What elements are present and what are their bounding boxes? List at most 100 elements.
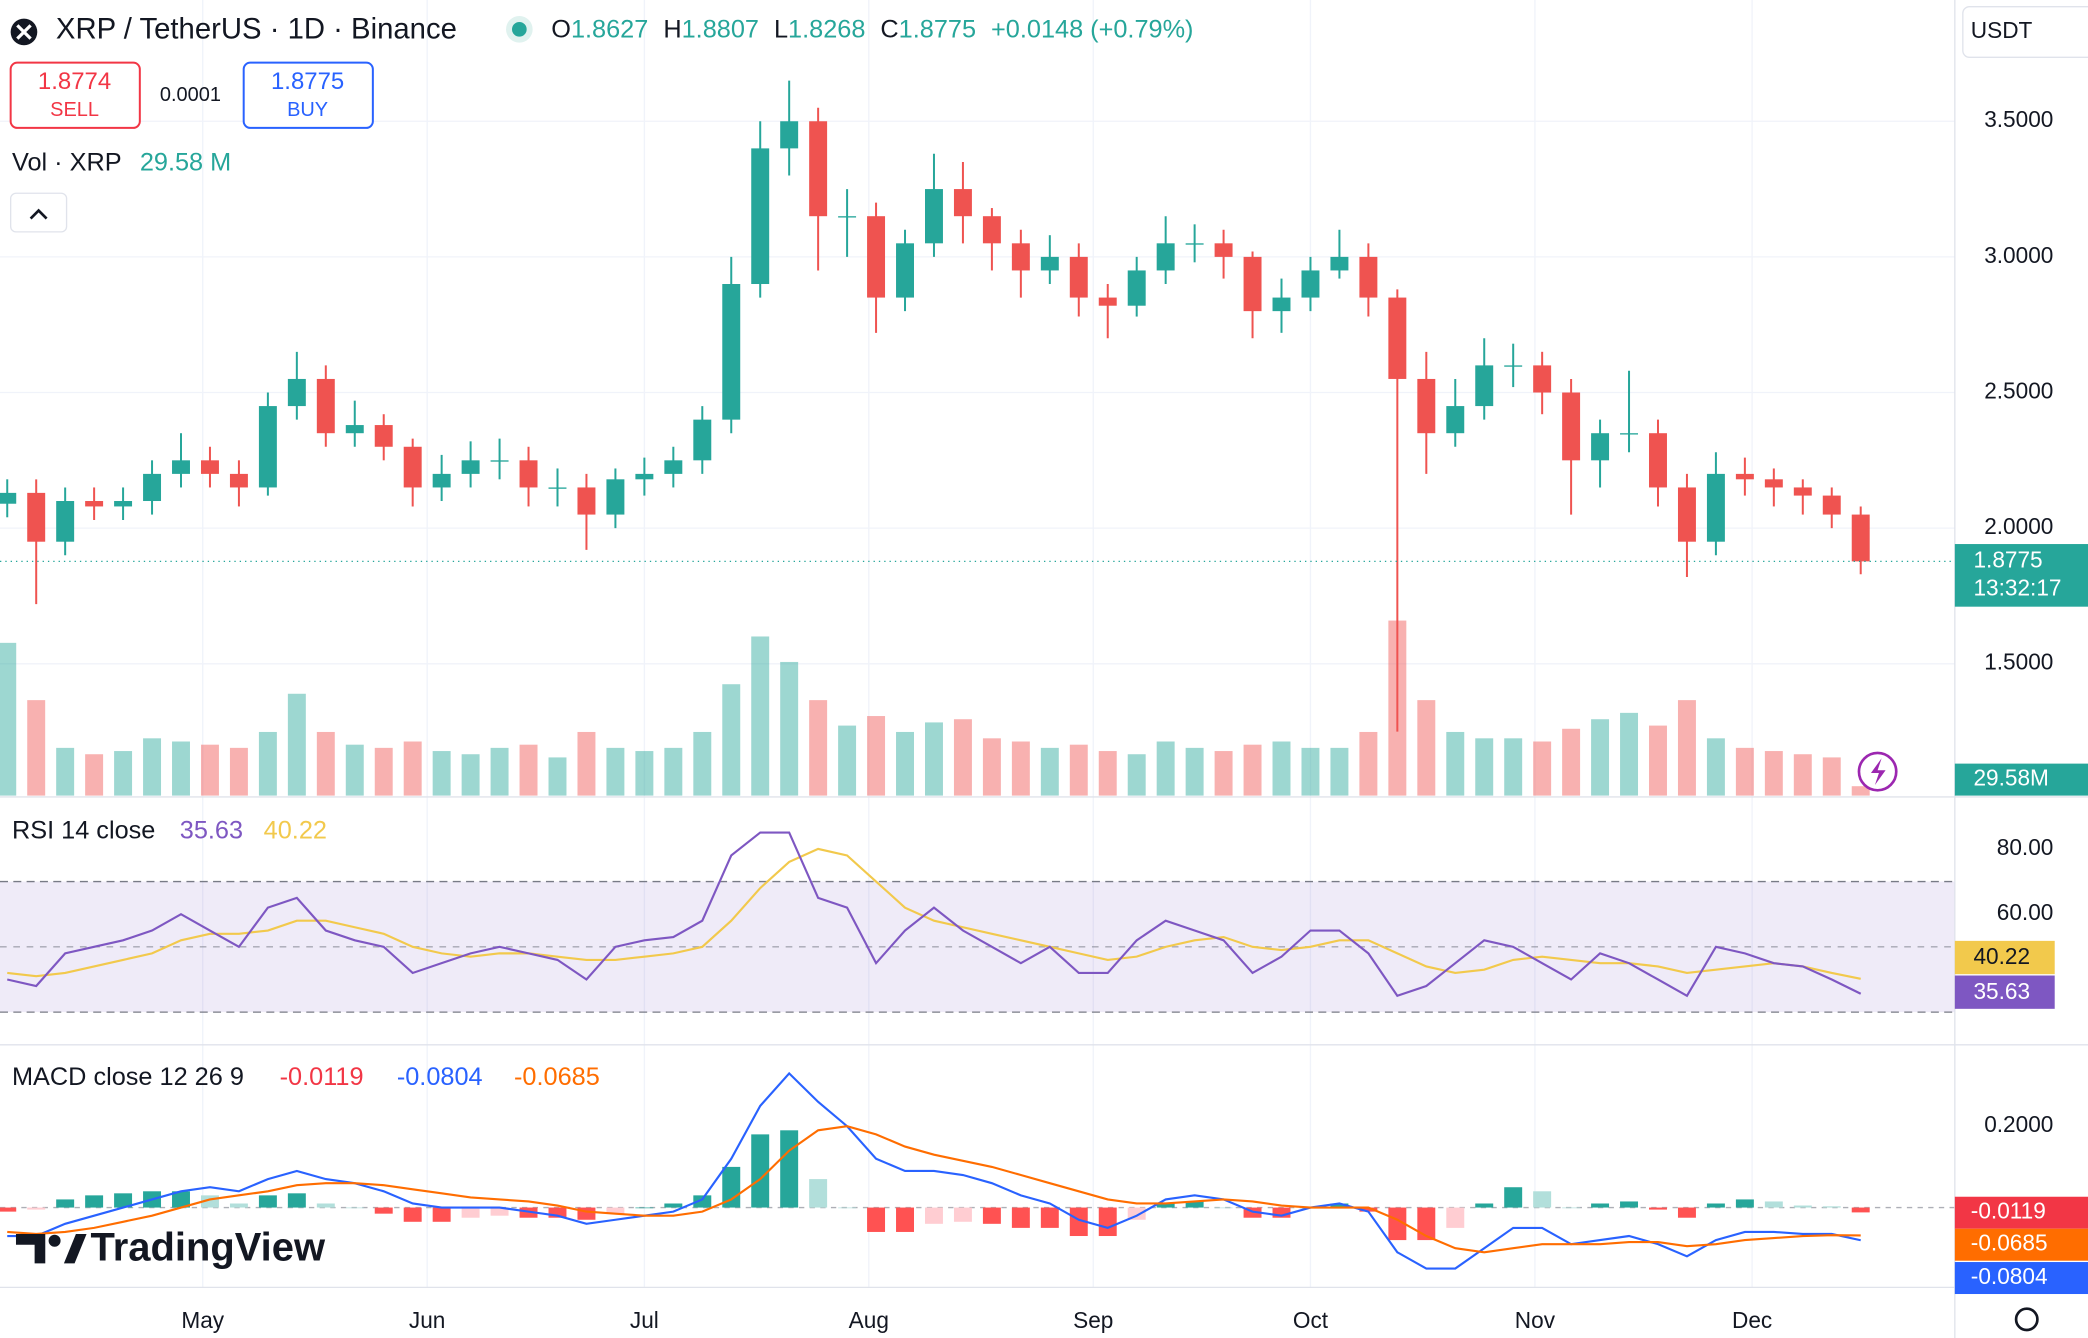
- volume-bar: [982, 738, 1001, 796]
- candle-body: [258, 406, 277, 488]
- volume-bar: [172, 741, 190, 796]
- x-tick-label: May: [181, 1308, 224, 1333]
- macd-histogram-bar: [85, 1195, 104, 1208]
- candle-body: [461, 460, 480, 474]
- indicator-line: [7, 1125, 1861, 1254]
- ohlc-value: 1.8775: [899, 15, 976, 43]
- candle-body: [1359, 256, 1378, 298]
- volume-bar: [1156, 741, 1175, 796]
- currency-button[interactable]: [1962, 5, 2088, 58]
- candle-body: [432, 473, 451, 488]
- sell-button[interactable]: [9, 61, 141, 129]
- volume-bar: [1851, 786, 1870, 796]
- indicator-line: [7, 831, 1862, 998]
- volume-bar: [953, 719, 972, 796]
- volume-bar: [143, 738, 162, 796]
- volume-bar: [432, 751, 451, 796]
- status-dot: [512, 21, 527, 37]
- volume-bar: [114, 751, 133, 796]
- volume-bar: [1562, 728, 1581, 796]
- candle-body: [1214, 243, 1233, 257]
- candle-body: [172, 460, 190, 474]
- volume-bar: [867, 716, 886, 796]
- volume-bar: [751, 636, 770, 796]
- candle-body: [1388, 297, 1407, 379]
- x-tick-label: Aug: [849, 1308, 889, 1333]
- candle-body: [606, 479, 625, 515]
- macd-tag-value: -0.0804: [1971, 1264, 2048, 1289]
- candle-body: [519, 460, 538, 488]
- macd-value: -0.0804: [397, 1063, 483, 1091]
- volume-bar: [1649, 725, 1667, 796]
- volume-bar: [1591, 719, 1610, 796]
- ohlc: O1.8627 H1.8807 L1.8268 C1.8775 +0.0148 …: [551, 15, 1193, 43]
- volume-tag-value: 29.58M: [1973, 766, 2048, 791]
- x-tick-label: Jul: [630, 1308, 659, 1333]
- volume-bar: [1706, 738, 1725, 796]
- candle-body: [1764, 479, 1783, 488]
- y-tick-label: 80.00: [1997, 835, 2054, 860]
- x-tick-label: Sep: [1073, 1308, 1113, 1333]
- macd-histogram-bar: [316, 1203, 335, 1208]
- candle-body: [1677, 487, 1696, 542]
- volume-tag: [1954, 763, 2088, 796]
- candle-body: [1127, 270, 1146, 306]
- macd-histogram-bar: [1011, 1207, 1030, 1228]
- volume-bar: [1446, 731, 1465, 796]
- x-tick-label: Nov: [1515, 1308, 1556, 1333]
- ohlc-label: C: [880, 15, 898, 43]
- macd-histogram-bar: [229, 1203, 248, 1208]
- y-tick-label: 1.5000: [1984, 650, 2053, 675]
- candle-body: [345, 425, 364, 434]
- candle-body: [1011, 243, 1030, 271]
- ohlc-label: O: [551, 15, 571, 43]
- volume-bar: [1677, 700, 1696, 796]
- ohlc-label: H: [663, 15, 681, 43]
- volume-bar: [635, 751, 654, 796]
- sell-label: SELL: [50, 99, 99, 121]
- macd-tag-value: -0.0685: [1971, 1231, 2048, 1256]
- macd-histogram-bar: [548, 1207, 567, 1218]
- candle-body: [1069, 256, 1088, 298]
- rsi-title: RSI 14 close: [12, 816, 155, 844]
- collapse-button[interactable]: [9, 192, 68, 233]
- macd-histogram-bar: [1822, 1206, 1841, 1208]
- macd-hist-value: -0.0119: [280, 1063, 364, 1091]
- macd-histogram-bar: [1214, 1207, 1233, 1209]
- volume-bar: [374, 747, 393, 796]
- volume-bar: [345, 744, 364, 796]
- candle-body: [1040, 256, 1059, 271]
- macd-histogram-bar: [0, 1207, 17, 1212]
- volume-bar: [896, 731, 914, 796]
- candle-body: [1533, 365, 1552, 393]
- candle-body: [0, 492, 17, 504]
- candle-body: [809, 121, 828, 217]
- volume-bar: [1330, 747, 1349, 796]
- settings-button[interactable]: [2014, 1307, 2039, 1332]
- candle-body: [1417, 378, 1436, 434]
- volume-bar: [1504, 738, 1523, 796]
- candle-body: [1591, 433, 1610, 461]
- volume-bar: [1272, 741, 1291, 796]
- volume-bar: [1301, 747, 1320, 796]
- macd-histogram-bar: [1098, 1207, 1117, 1237]
- candle-body: [200, 460, 219, 474]
- symbol-icon-glyph: [16, 24, 32, 40]
- buy-button[interactable]: [242, 61, 374, 129]
- candle-body: [838, 216, 857, 218]
- symbol-title[interactable]: XRP / TetherUS · 1D · Binance: [56, 12, 457, 45]
- macd-histogram-bar: [258, 1195, 277, 1208]
- macd-histogram-bar: [1851, 1207, 1870, 1213]
- candle-body: [1793, 487, 1812, 496]
- macd-histogram-bar: [27, 1207, 46, 1210]
- y-tick-label: 2.0000: [1984, 514, 2053, 539]
- currency: USDT: [1971, 18, 2033, 43]
- macd-histogram-bar: [809, 1179, 828, 1208]
- candle-body: [114, 501, 133, 507]
- plots: [0, 80, 1955, 1270]
- macd-histogram-bar: [1677, 1207, 1696, 1218]
- candle-body: [1475, 365, 1494, 407]
- price-countdown: 13:32:17: [1973, 575, 2061, 600]
- candle-body: [896, 243, 914, 298]
